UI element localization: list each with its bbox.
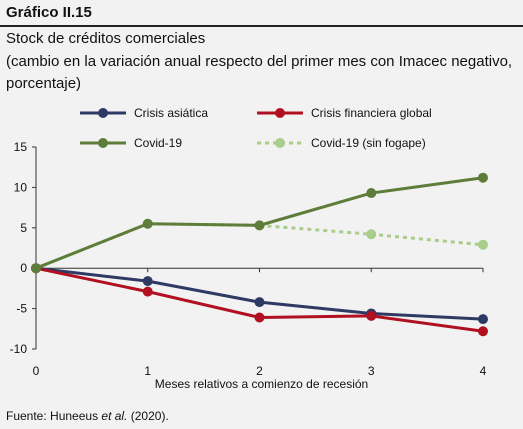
legend-swatch-marker (275, 138, 285, 148)
series-point (478, 172, 488, 183)
source-suffix: (2020). (127, 409, 169, 423)
series-point (478, 326, 488, 337)
figure-label: Gráfico II.15 (6, 4, 92, 21)
x-tick-label: 3 (368, 364, 375, 378)
series-point (478, 239, 488, 250)
source-italic: et al. (101, 409, 128, 423)
series-point (478, 314, 488, 325)
series-point (366, 310, 377, 321)
source-prefix: Fuente: Huneeus (6, 409, 102, 423)
x-tick-label: 2 (256, 364, 263, 378)
legend-label: Covid-19 (134, 136, 182, 150)
legend-swatch-marker (98, 108, 108, 118)
series-point (31, 263, 41, 274)
legend-swatch-marker (98, 138, 108, 148)
x-axis-label: Meses relativos a comienzo de recesión (155, 377, 368, 391)
legend-swatch-marker (275, 108, 285, 118)
legend-label: Crisis financiera global (311, 106, 432, 120)
header-rule (0, 25, 523, 27)
series-point (366, 229, 377, 240)
chart-title: Stock de créditos comerciales (6, 30, 206, 47)
series-line (35, 266, 484, 321)
y-tick-label: 5 (20, 221, 27, 235)
series-line (35, 222, 484, 270)
series-point (366, 188, 377, 199)
series-point (254, 220, 265, 231)
series-point (254, 312, 265, 323)
chart-subtitle: (cambio en la variación anual respecto d… (6, 53, 513, 92)
series-point (254, 297, 265, 308)
y-tick-label: 15 (14, 140, 28, 154)
source-note: Fuente: Huneeus et al. (2020). (6, 409, 169, 423)
y-tick-label: 0 (20, 261, 27, 275)
series-point (142, 276, 153, 287)
legend-label: Crisis asiática (134, 106, 208, 120)
x-tick-label: 4 (480, 364, 487, 378)
y-tick-label: -10 (10, 342, 28, 356)
legend-label: Covid-19 (sin fogape) (311, 136, 426, 150)
x-tick-label: 1 (144, 364, 151, 378)
series-point (142, 218, 153, 229)
y-tick-label: -5 (16, 302, 27, 316)
series-point (142, 286, 153, 297)
x-tick-label: 0 (33, 364, 40, 378)
y-tick-label: 10 (14, 180, 28, 194)
